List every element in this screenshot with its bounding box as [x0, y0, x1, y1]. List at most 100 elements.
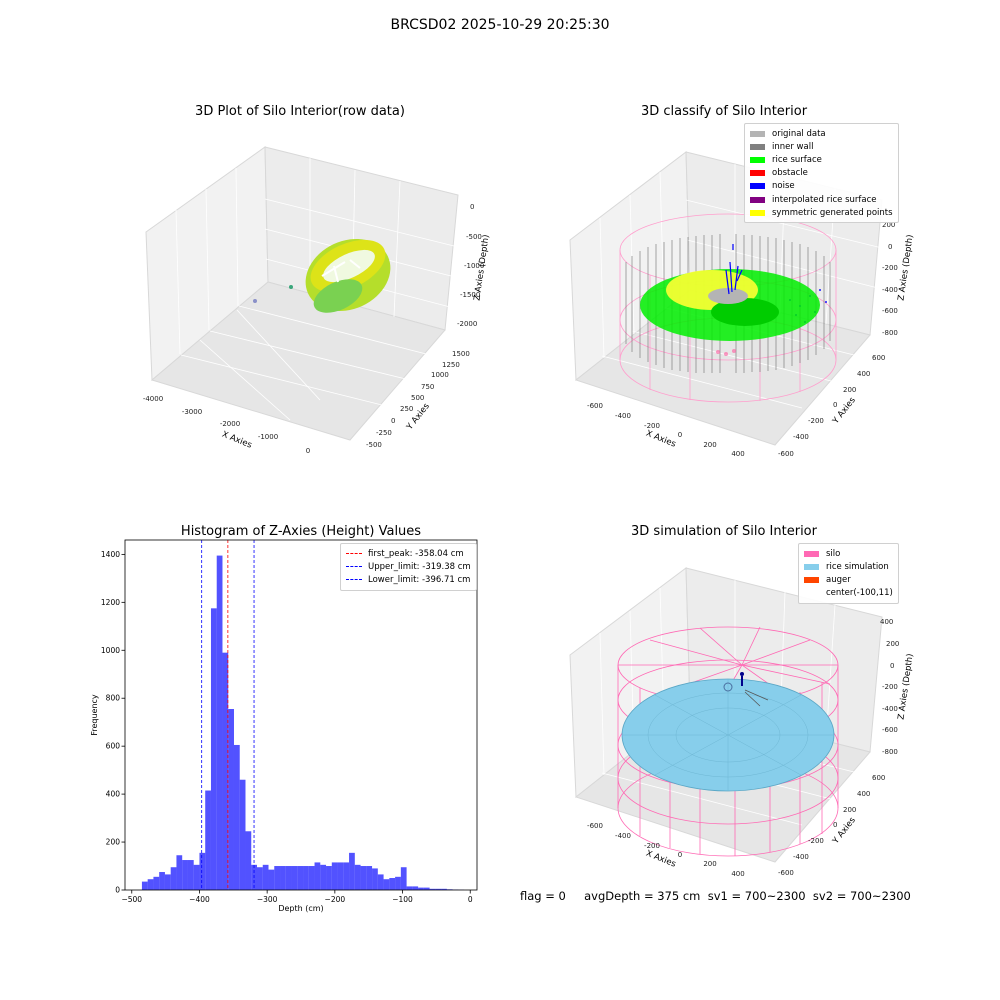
histogram-bar	[141, 881, 148, 890]
histogram-reference-lines	[201, 540, 255, 890]
histogram-bar	[412, 886, 419, 890]
histogram-bar	[153, 876, 160, 890]
panel1-y-ticks: 1500 1250 1000 750 500 250 0 -250 -500	[366, 350, 470, 449]
panel4-x-tick: -400	[615, 832, 631, 840]
panel4-y-tick: 0	[833, 821, 837, 829]
histogram-bar	[182, 860, 188, 890]
histogram-bar	[268, 869, 275, 890]
legend-item-rice-simulation: rice simulation	[804, 560, 893, 573]
panel4-z-tick: -200	[882, 683, 898, 691]
histogram-x-ticks: −500 −400 −300 −200 −100 0	[121, 890, 473, 904]
panel1-pane-floor	[150, 281, 446, 441]
histogram-bar	[280, 866, 286, 890]
panel2-x-tick: 0	[678, 431, 682, 439]
panel1-3d-plot: -4000 -3000 -2000 -1000 0 X Axies 1500 1…	[143, 146, 492, 455]
histogram-x-tick-label: −500	[121, 895, 142, 904]
panel2-title: 3D classify of Silo Interior	[640, 104, 808, 119]
panel1-z-tick: -2000	[457, 320, 477, 328]
panel1-point-cloud-lower	[313, 279, 363, 313]
panel4-y-tick: -400	[793, 853, 809, 861]
histogram-bar	[285, 866, 292, 890]
histogram-bar	[210, 608, 217, 890]
histogram-bar	[193, 864, 200, 890]
histogram-bar	[199, 852, 206, 890]
panel4-x-tick: 200	[703, 860, 716, 868]
panel1-outlier-point	[289, 285, 293, 289]
histogram-bar	[147, 879, 154, 890]
panel4-auger-lines	[744, 689, 769, 707]
panel1-y-tick: 1000	[431, 371, 449, 379]
histogram-bar	[176, 855, 183, 890]
panel2-y-tick: 400	[857, 370, 870, 378]
panel2-noise-spike	[725, 244, 743, 295]
legend-swatch	[804, 563, 819, 570]
histogram-bar	[366, 866, 373, 890]
panel1-z-tick: -500	[466, 233, 482, 241]
panel2-x-tick: -600	[587, 402, 603, 410]
panel2-y-tick: -400	[793, 433, 809, 441]
panel3-title: Histogram of Z-Axies (Height) Values	[180, 524, 422, 539]
panel2-z-tick: 0	[888, 243, 892, 251]
legend-item-upper-limit: Upper_limit: -319.38 cm	[346, 560, 471, 573]
panel2-y-tick: 600	[872, 354, 885, 362]
histogram-y-tick-label: 800	[106, 694, 121, 703]
panel1-title: 3D Plot of Silo Interior(row data)	[195, 104, 405, 119]
histogram-bar	[383, 879, 390, 890]
panel1-x-tick: -2000	[220, 420, 240, 428]
legend-swatch	[750, 183, 765, 190]
histogram-bar	[170, 867, 177, 890]
panel2-original-data	[708, 288, 748, 304]
legend-swatch	[804, 550, 819, 557]
panel4-3d-plot: -600 -400 -200 0 200 400 X Axies 600 400…	[569, 567, 916, 878]
histogram-y-ticks: 0 200 400 600 800 1000 1200 1400	[101, 550, 125, 895]
legend-label: noise	[772, 181, 795, 192]
panel4-x-label: X Axies	[644, 849, 677, 870]
histogram-bar	[262, 864, 269, 890]
histogram-bar	[205, 790, 211, 890]
legend-item-center: center(-100,11)	[804, 587, 893, 600]
panel1-y-tick: 1500	[452, 350, 470, 358]
histogram-bar	[429, 888, 436, 890]
panel4-y-tick: 400	[857, 790, 870, 798]
legend-swatch	[804, 576, 819, 583]
panel1-outlier-point	[253, 299, 257, 303]
legend-label: Upper_limit: -319.38 cm	[368, 561, 471, 572]
panel4-y-tick: -600	[778, 869, 794, 877]
panel4-z-label: Z Axies (Depth)	[896, 653, 915, 720]
legend-swatch	[750, 170, 765, 177]
panel1-x-ticks: -4000 -3000 -2000 -1000 0	[143, 395, 310, 455]
panel1-y-tick: 0	[391, 417, 395, 425]
panel1-x-tick: -3000	[182, 408, 202, 416]
panel2-x-tick: 400	[731, 450, 744, 458]
panel4-legend: silo rice simulation auger center(-100,1…	[798, 543, 899, 604]
figure-title: BRCSD02 2025-10-29 20:25:30	[390, 17, 610, 33]
histogram-bar	[216, 555, 223, 890]
legend-label: symmetric generated points	[772, 207, 893, 218]
histogram-bar	[435, 888, 442, 890]
histogram-bar	[187, 860, 194, 890]
histogram-y-tick-label: 1400	[101, 550, 120, 559]
panel4-x-tick: -600	[587, 822, 603, 830]
panel1-x-label: X Axies	[220, 430, 253, 451]
histogram-y-tick-label: 200	[106, 838, 121, 847]
histogram-bar	[257, 867, 263, 890]
legend-label: silo	[826, 548, 841, 559]
histogram-bar	[314, 862, 321, 890]
histogram-bar	[400, 867, 407, 890]
histogram-bar	[233, 744, 240, 890]
legend-label: Lower_limit: -396.71 cm	[368, 574, 471, 585]
histogram-x-tick-label: −200	[325, 895, 346, 904]
legend-label: rice simulation	[826, 561, 889, 572]
panel4-auger-marker	[723, 682, 733, 692]
panel1-y-tick: -250	[376, 429, 392, 437]
histogram-x-tick-label: −300	[257, 895, 278, 904]
histogram-bar	[239, 779, 246, 890]
histogram-bar	[291, 866, 298, 890]
legend-item-interpolated: interpolated rice surface	[750, 193, 893, 206]
histogram-bar	[441, 888, 447, 890]
legend-label: obstacle	[772, 168, 808, 179]
histogram-bar	[395, 876, 401, 890]
legend-item-first-peak: first_peak: -358.04 cm	[346, 547, 471, 560]
legend-item-rice-surface: rice surface	[750, 153, 893, 166]
histogram-bar	[222, 652, 229, 890]
